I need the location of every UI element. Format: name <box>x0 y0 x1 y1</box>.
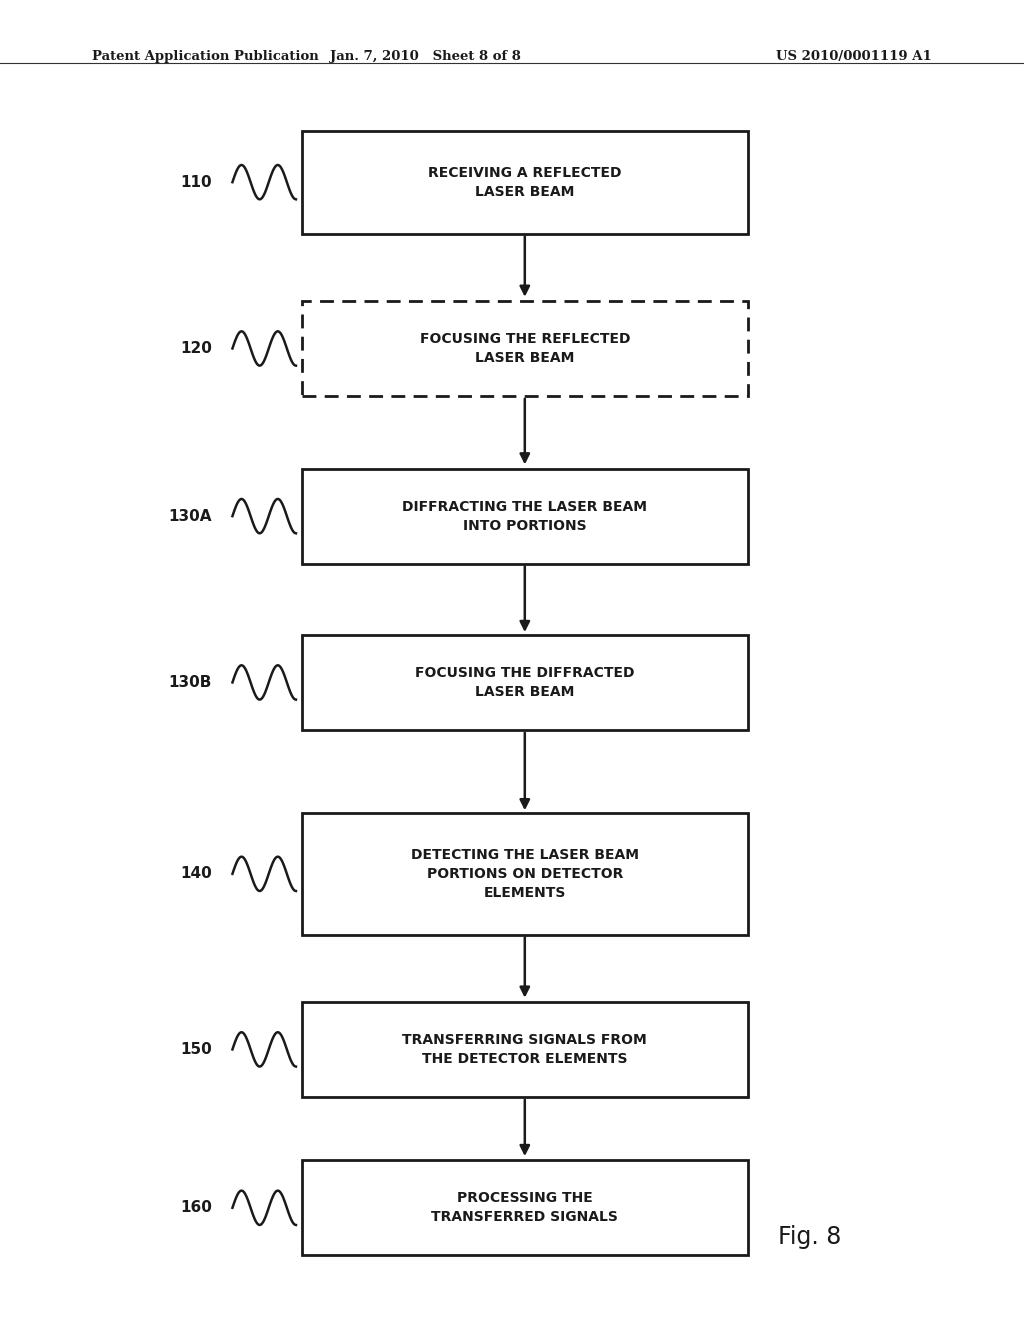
Text: PROCESSING THE
TRANSFERRED SIGNALS: PROCESSING THE TRANSFERRED SIGNALS <box>431 1192 618 1224</box>
FancyBboxPatch shape <box>302 813 748 935</box>
Text: DETECTING THE LASER BEAM
PORTIONS ON DETECTOR
ELEMENTS: DETECTING THE LASER BEAM PORTIONS ON DET… <box>411 847 639 900</box>
Text: 130B: 130B <box>169 675 212 690</box>
FancyBboxPatch shape <box>302 1002 748 1097</box>
Text: RECEIVING A REFLECTED
LASER BEAM: RECEIVING A REFLECTED LASER BEAM <box>428 166 622 198</box>
Text: Patent Application Publication: Patent Application Publication <box>92 50 318 63</box>
Text: TRANSFERRING SIGNALS FROM
THE DETECTOR ELEMENTS: TRANSFERRING SIGNALS FROM THE DETECTOR E… <box>402 1034 647 1065</box>
Text: Fig. 8: Fig. 8 <box>778 1225 842 1249</box>
Text: US 2010/0001119 A1: US 2010/0001119 A1 <box>776 50 932 63</box>
Text: 140: 140 <box>180 866 212 882</box>
Text: 130A: 130A <box>169 508 212 524</box>
FancyBboxPatch shape <box>302 469 748 564</box>
Text: 160: 160 <box>180 1200 212 1216</box>
Text: 110: 110 <box>180 174 212 190</box>
Text: Jan. 7, 2010   Sheet 8 of 8: Jan. 7, 2010 Sheet 8 of 8 <box>330 50 520 63</box>
FancyBboxPatch shape <box>302 635 748 730</box>
Text: 150: 150 <box>180 1041 212 1057</box>
Text: FOCUSING THE DIFFRACTED
LASER BEAM: FOCUSING THE DIFFRACTED LASER BEAM <box>415 667 635 698</box>
Text: FOCUSING THE REFLECTED
LASER BEAM: FOCUSING THE REFLECTED LASER BEAM <box>420 333 630 364</box>
FancyBboxPatch shape <box>302 131 748 234</box>
FancyBboxPatch shape <box>302 1160 748 1255</box>
Text: 120: 120 <box>180 341 212 356</box>
FancyBboxPatch shape <box>302 301 748 396</box>
Text: DIFFRACTING THE LASER BEAM
INTO PORTIONS: DIFFRACTING THE LASER BEAM INTO PORTIONS <box>402 500 647 532</box>
